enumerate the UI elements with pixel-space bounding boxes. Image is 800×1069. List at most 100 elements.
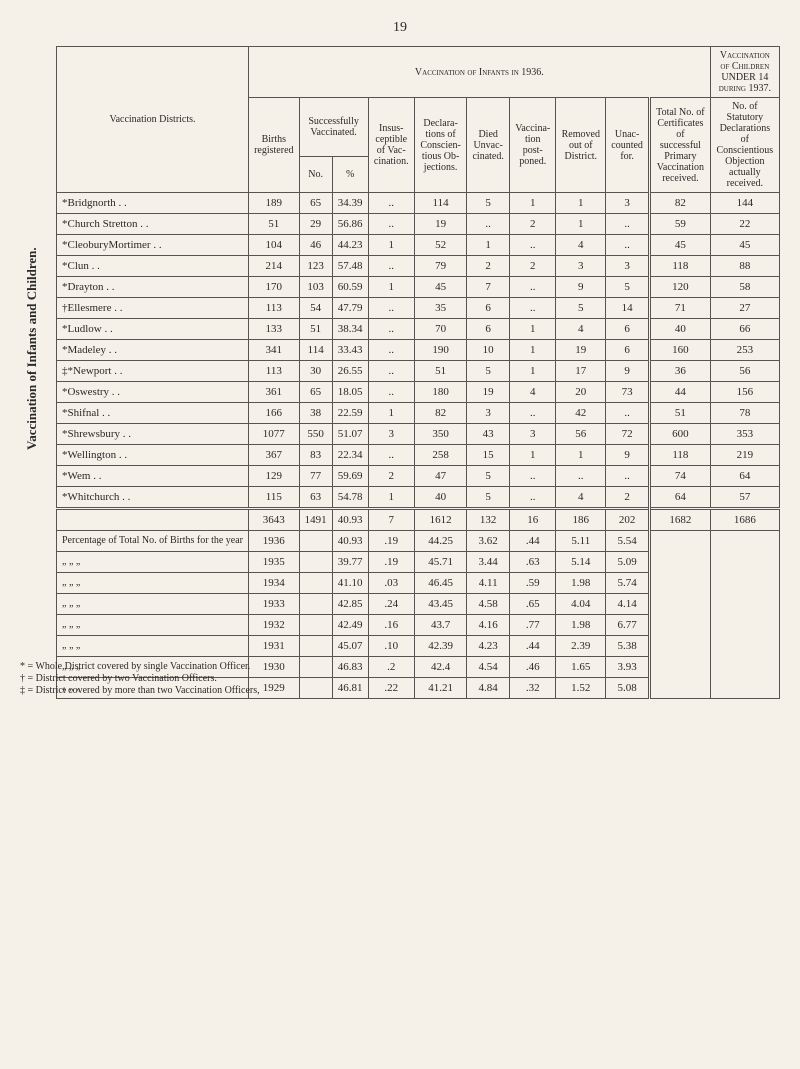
cell-unac: 6: [606, 318, 650, 339]
table-row: *Ludlow . .1335138.34..7061464066: [57, 318, 780, 339]
pct-insus: .10: [368, 635, 414, 656]
cell-sno: 54: [299, 297, 332, 318]
cell-sno: 83: [299, 444, 332, 465]
cell-died: 2: [467, 255, 510, 276]
table-row: *Drayton . .17010360.591457..9512058: [57, 276, 780, 297]
cell-births: 113: [249, 360, 300, 381]
cell-unac: 9: [606, 444, 650, 465]
cell-insus: ..: [368, 297, 414, 318]
pct-rem: 1.98: [556, 572, 606, 593]
cell-rem: 4: [556, 486, 606, 508]
pct-rem: 1.52: [556, 677, 606, 698]
cell-insus: ..: [368, 339, 414, 360]
pct-unac: 4.14: [606, 593, 650, 614]
header-births: Births registered: [249, 98, 300, 193]
cell-insus: ..: [368, 255, 414, 276]
pct-died: 4.58: [467, 593, 510, 614]
pct-decl: 43.45: [414, 593, 466, 614]
cell-spct: 18.05: [332, 381, 368, 402]
pct-rem: 5.11: [556, 530, 606, 551]
totals-label: [57, 508, 249, 530]
percentage-year: 1933: [249, 593, 300, 614]
district-name: *Drayton . .: [57, 276, 249, 297]
pct-spct: 41.10: [332, 572, 368, 593]
cell-decl: 47: [414, 465, 466, 486]
cell-died: 5: [467, 193, 510, 214]
pct-decl: 46.45: [414, 572, 466, 593]
total-rem: 186: [556, 508, 606, 530]
pct-insus: .22: [368, 677, 414, 698]
cell-spct: 44.23: [332, 234, 368, 255]
cell-rem: 56: [556, 423, 606, 444]
cell-rem: 9: [556, 276, 606, 297]
cell-vacc: 1: [510, 339, 556, 360]
cell-births: 367: [249, 444, 300, 465]
cell-vacc: 3: [510, 423, 556, 444]
cell-vacc: 1: [510, 444, 556, 465]
blank-cert: [650, 530, 711, 698]
pct-unac: 5.09: [606, 551, 650, 572]
cell-vacc: ..: [510, 465, 556, 486]
cell-stat: 57: [710, 486, 779, 508]
cell-unac: 3: [606, 193, 650, 214]
table-title: Vaccination of Infants and Children.: [20, 46, 44, 651]
main-layout: Vaccination of Infants and Children. Vac…: [20, 46, 780, 651]
blank-cell: [299, 677, 332, 698]
pct-vacc: .77: [510, 614, 556, 635]
pct-died: 4.54: [467, 656, 510, 677]
cell-sno: 46: [299, 234, 332, 255]
cell-unac: 9: [606, 360, 650, 381]
header-districts: Vaccination Districts.: [57, 47, 249, 193]
cell-vacc: ..: [510, 402, 556, 423]
cell-stat: 88: [710, 255, 779, 276]
cell-decl: 51: [414, 360, 466, 381]
cell-died: 5: [467, 360, 510, 381]
header-insus: Insus- ceptible of Vac- cination.: [368, 98, 414, 193]
pct-died: 4.11: [467, 572, 510, 593]
cell-cert: 64: [650, 486, 711, 508]
pct-died: 4.23: [467, 635, 510, 656]
cell-cert: 600: [650, 423, 711, 444]
pct-unac: 5.08: [606, 677, 650, 698]
pct-unac: 5.38: [606, 635, 650, 656]
total-vacc: 16: [510, 508, 556, 530]
cell-vacc: 2: [510, 213, 556, 234]
pct-vacc: .46: [510, 656, 556, 677]
table-row: *Church Stretton . .512956.86..19..21..5…: [57, 213, 780, 234]
cell-decl: 70: [414, 318, 466, 339]
cell-rem: 4: [556, 318, 606, 339]
cell-births: 51: [249, 213, 300, 234]
cell-sno: 65: [299, 381, 332, 402]
blank-cell: [299, 530, 332, 551]
cell-insus: 1: [368, 234, 414, 255]
pct-rem: 1.65: [556, 656, 606, 677]
cell-unac: 3: [606, 255, 650, 276]
percentage-label: „ „ „: [57, 572, 249, 593]
cell-cert: 160: [650, 339, 711, 360]
pct-unac: 5.54: [606, 530, 650, 551]
district-name: *Madeley . .: [57, 339, 249, 360]
cell-rem: 19: [556, 339, 606, 360]
pct-died: 3.44: [467, 551, 510, 572]
district-name: *Shifnal . .: [57, 402, 249, 423]
table-row: *Oswestry . .3616518.05..180194207344156: [57, 381, 780, 402]
total-stat: 1686: [710, 508, 779, 530]
cell-cert: 40: [650, 318, 711, 339]
blank-cell: [299, 656, 332, 677]
cell-cert: 71: [650, 297, 711, 318]
district-name: ‡*Newport . .: [57, 360, 249, 381]
cell-died: 43: [467, 423, 510, 444]
cell-died: 1: [467, 234, 510, 255]
cell-died: 15: [467, 444, 510, 465]
cell-decl: 350: [414, 423, 466, 444]
cell-births: 113: [249, 297, 300, 318]
cell-sno: 550: [299, 423, 332, 444]
vaccination-table: Vaccination Districts. Vaccination of In…: [56, 46, 780, 699]
district-name: *Church Stretton . .: [57, 213, 249, 234]
cell-rem: 1: [556, 444, 606, 465]
table-row: *Wellington . .3678322.34..2581511911821…: [57, 444, 780, 465]
cell-unac: 72: [606, 423, 650, 444]
pct-vacc: .44: [510, 635, 556, 656]
table-row: †Ellesmere . .1135447.79..356..5147127: [57, 297, 780, 318]
percentage-label: „ „ „: [57, 635, 249, 656]
